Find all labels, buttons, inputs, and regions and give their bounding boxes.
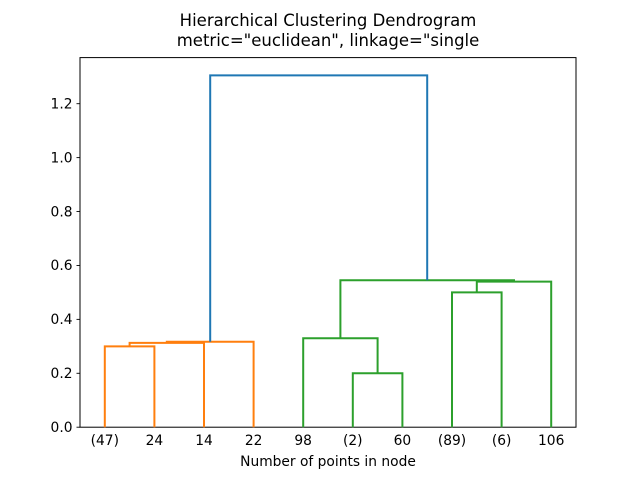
x-tick-label: 106 [538,433,564,449]
y-tick-label: 0.2 [51,366,73,382]
x-tick-label: (89) [438,433,466,449]
x-tick-label: 98 [294,433,312,449]
x-tick-label: 14 [195,433,213,449]
dendrogram-link [339,279,515,339]
plot-border [79,57,577,428]
y-tick-label: 0.4 [51,312,73,328]
x-axis-label: Number of points in node [240,454,416,470]
x-tick-label: 22 [245,433,263,449]
dendrogram-link [351,372,404,428]
dendrogram-link [209,74,429,342]
dendrogram-link [103,345,156,428]
x-axis: (47) 24 14 22 98 (2) 60 (89) (6) 106 [91,433,565,449]
dendrogram-links [103,74,553,428]
y-tick-label: 1.0 [51,150,73,166]
x-tick-label: (6) [492,433,512,449]
y-tick-label: 0.6 [51,258,73,274]
x-tick-label: 60 [394,433,412,449]
x-tick-label: 24 [146,433,164,449]
y-tick-label: 0.8 [51,204,73,220]
dendrogram-link [128,341,205,428]
dendrogram-link [451,291,503,428]
y-tick-label: 1.2 [51,96,73,112]
dendrogram-link [302,337,379,428]
y-tick-label: 0.0 [51,420,73,436]
y-axis: 0.0 0.2 0.4 0.6 0.8 1.0 1.2 [51,96,80,436]
chart-subtitle: metric="euclidean", linkage="single [177,31,480,50]
dendrogram-link [475,280,553,428]
x-tick-label: (2) [343,433,363,449]
x-tick-label: (47) [91,433,119,449]
chart-title: Hierarchical Clustering Dendrogram [180,11,477,30]
dendrogram-link [165,340,255,428]
